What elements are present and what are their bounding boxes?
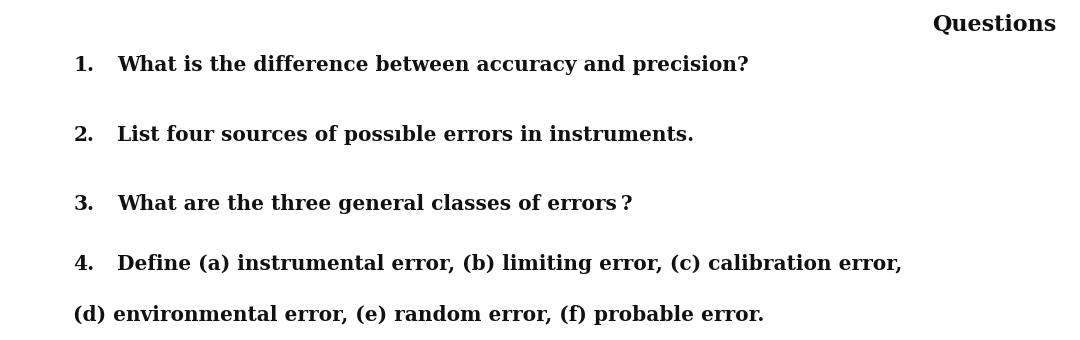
Text: What are the three general classes of errors ?: What are the three general classes of er… <box>117 194 632 214</box>
Text: 1.: 1. <box>73 55 94 75</box>
Text: 3.: 3. <box>73 194 94 214</box>
Text: List four sources of possıble errors in instruments.: List four sources of possıble errors in … <box>117 124 693 144</box>
Text: Questions: Questions <box>932 14 1056 36</box>
Text: Define (a) instrumental error, (b) limiting error, (c) calibration error,: Define (a) instrumental error, (b) limit… <box>117 254 902 274</box>
Text: 4.: 4. <box>73 254 95 274</box>
Text: (d) environmental error, (e) random error, (f) probable error.: (d) environmental error, (e) random erro… <box>73 305 765 325</box>
Text: 2.: 2. <box>73 124 94 144</box>
Text: What is the difference between accuracy and precision?: What is the difference between accuracy … <box>117 55 748 75</box>
